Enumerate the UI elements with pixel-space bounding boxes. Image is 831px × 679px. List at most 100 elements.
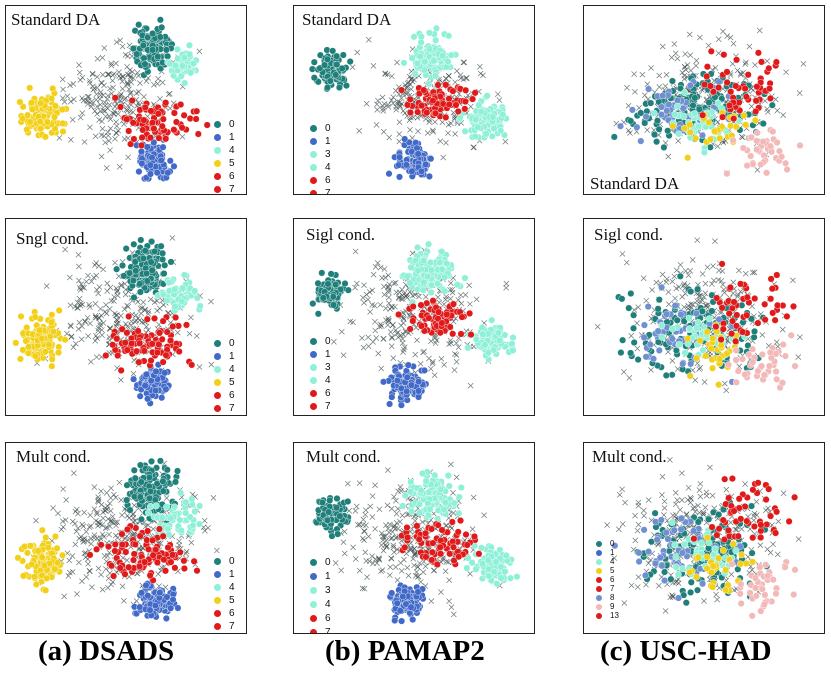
x-marker-point: [685, 272, 692, 279]
legend-entry-4: 4: [214, 363, 235, 376]
scatter-point-class-4: [165, 531, 173, 539]
x-marker-point: [390, 100, 396, 107]
scatter-point-class-9: [729, 136, 737, 144]
scatter-point-class-5: [43, 574, 51, 582]
panel-title: Sigl cond.: [594, 225, 663, 244]
x-marker-point: [624, 84, 630, 91]
x-marker-point: [370, 63, 377, 69]
scatter-point-class-13: [706, 82, 714, 90]
x-marker-point: [671, 273, 678, 280]
scatter-point-class-6: [148, 340, 156, 348]
scatter-point-class-4: [680, 112, 688, 120]
x-marker-point: [94, 111, 100, 117]
scatter-point-class-5: [727, 122, 735, 130]
scatter-point-class-13: [757, 58, 765, 66]
scatter-point-class-0: [132, 267, 140, 275]
x-marker-point: [399, 286, 405, 293]
x-marker-point: [445, 121, 452, 128]
x-marker-point: [369, 287, 376, 294]
legend-label: 7: [229, 184, 235, 195]
x-marker-point: [457, 72, 464, 78]
scatter-point-class-1: [141, 382, 149, 390]
x-marker-point: [438, 355, 445, 362]
x-marker-point: [117, 97, 124, 104]
x-marker-point: [772, 96, 779, 103]
x-marker-point: [764, 58, 770, 65]
legend-entry-6: 6: [310, 174, 331, 187]
x-marker-point: [118, 497, 124, 503]
x-marker-point: [387, 329, 394, 335]
x-marker-point: [389, 303, 395, 310]
x-marker-point: [689, 301, 696, 308]
scatter-point-class-1: [420, 366, 428, 374]
x-marker-point: [743, 59, 749, 66]
scatter-point-class-5: [26, 118, 34, 126]
scatter-point-class-0: [698, 307, 706, 315]
scatter-point-class-0: [335, 83, 343, 91]
x-marker-point: [84, 101, 91, 107]
x-marker-point: [462, 292, 469, 298]
scatter-point-class-6: [150, 125, 158, 133]
scatter-point-class-3: [411, 70, 419, 78]
scatter-point-class-5: [705, 118, 713, 126]
x-marker-point: [692, 377, 699, 384]
scatter-point-class-9: [783, 165, 791, 173]
scatter-point-class-6: [417, 301, 425, 309]
scatter-point-class-6: [159, 358, 167, 366]
scatter-point-class-6: [116, 103, 124, 111]
x-marker-point: [92, 108, 98, 114]
x-marker-point: [76, 263, 82, 270]
legend-swatch: [310, 377, 317, 384]
scatter-point-class-13: [709, 88, 717, 96]
scatter-point-class-1: [167, 604, 175, 612]
legend-label: 7: [229, 403, 235, 414]
scatter-point-class-4: [695, 122, 703, 130]
x-marker-point: [122, 280, 128, 287]
scatter-point-class-9: [743, 162, 751, 170]
x-marker-point: [85, 333, 92, 339]
scatter-point-class-13: [751, 294, 759, 302]
x-marker-point: [96, 315, 103, 322]
scatter-point-class-8: [658, 283, 666, 291]
x-marker-point: [102, 113, 109, 120]
x-marker-point: [135, 72, 142, 79]
x-marker-point: [390, 355, 397, 361]
legend-label: 7: [325, 401, 331, 412]
scatter-point-class-6: [429, 97, 437, 105]
scatter-point-class-13: [753, 83, 761, 91]
scatter-point-class-0: [159, 487, 167, 495]
scatter-point-class-5: [684, 154, 692, 162]
x-marker-point: [373, 335, 380, 341]
scatter-point-class-0: [123, 496, 131, 504]
legend-entry-4: 4: [310, 161, 331, 174]
scatter-point-class-0: [750, 333, 758, 341]
x-marker-point: [208, 298, 214, 305]
x-marker-point: [100, 509, 106, 515]
legend-entry-0: 0: [310, 122, 331, 135]
x-marker-point: [369, 302, 375, 308]
scatter-point-class-0: [137, 515, 145, 523]
scatter-point-class-0: [149, 46, 157, 54]
scatter-point-class-6: [118, 530, 126, 538]
scatter-point-class-6: [171, 564, 179, 572]
x-marker-point: [65, 573, 72, 579]
scatter-point-class-8: [646, 340, 654, 348]
x-marker-point: [112, 519, 119, 526]
legend-entry-5: 5: [214, 376, 235, 389]
x-marker-point: [377, 323, 383, 330]
x-marker-point: [107, 85, 113, 92]
x-marker-point: [701, 379, 708, 385]
x-marker-point: [66, 569, 73, 576]
x-marker-point: [394, 59, 400, 66]
scatter-dsads-single: [12, 235, 215, 407]
scatter-point-class-6: [133, 347, 141, 355]
x-marker-point: [398, 95, 405, 101]
x-marker-point: [89, 71, 96, 78]
x-marker-point: [116, 479, 123, 486]
x-marker-point: [98, 153, 105, 160]
scatter-point-class-0: [333, 52, 341, 60]
scatter-point-class-13: [725, 309, 733, 317]
x-marker-point: [145, 522, 152, 529]
scatter-point-class-6: [147, 357, 155, 365]
x-marker-point: [396, 138, 403, 145]
